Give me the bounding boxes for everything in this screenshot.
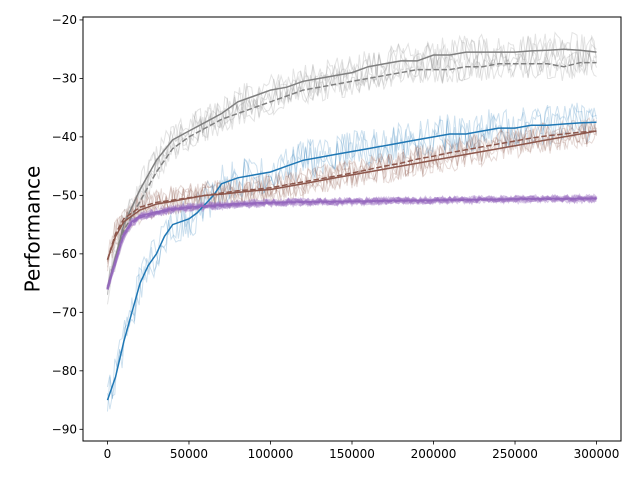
x-tick-label-3: 150000: [329, 447, 375, 461]
y-tick-label-2: −70: [52, 305, 77, 319]
series-3-run-0: [107, 121, 597, 262]
series-4-run-1: [107, 119, 597, 264]
series-1-mean-line: [106, 61, 597, 290]
x-axis: 0 50000 100000 150000 200000 250000 300000: [104, 441, 620, 461]
y-axis: −90 −80 −70 −60 −50 −40 −30 −20: [52, 13, 83, 436]
series-0-mean-line: [106, 48, 597, 290]
series-4-run-2: [107, 120, 597, 263]
series-5-run-2: [106, 193, 598, 289]
series-lines: [106, 48, 597, 401]
y-tick-label-6: −30: [52, 71, 77, 85]
x-tick-label-5: 250000: [492, 447, 538, 461]
series-3-mean-line: [106, 130, 597, 260]
y-tick-label-0: −90: [52, 422, 77, 436]
x-tick-label-0: 0: [104, 447, 112, 461]
series-2-run-2: [107, 103, 597, 410]
series-4-mean-line: [106, 130, 597, 260]
x-tick-label-1: 50000: [170, 447, 208, 461]
x-tick-label-2: 100000: [248, 447, 294, 461]
series-0-run-1: [107, 34, 597, 295]
x-tick-label-6: 300000: [574, 447, 620, 461]
y-tick-label-4: −50: [52, 188, 77, 202]
y-tick-label-3: −60: [52, 247, 77, 261]
series-6-mean-line: [106, 198, 597, 290]
y-tick-label-7: −20: [52, 13, 77, 27]
series-2-run-1: [107, 102, 597, 412]
series-2-run-0: [107, 104, 597, 400]
series-6-run-1: [106, 195, 598, 288]
x-tick-label-4: 200000: [411, 447, 457, 461]
y-tick-label-5: −40: [52, 130, 77, 144]
y-tick-label-1: −80: [52, 364, 77, 378]
y-axis-label: Performance: [21, 166, 45, 293]
series-2-mean-line: [106, 121, 597, 401]
series-1-run-1: [107, 49, 597, 295]
series-1-run-0: [107, 49, 597, 296]
